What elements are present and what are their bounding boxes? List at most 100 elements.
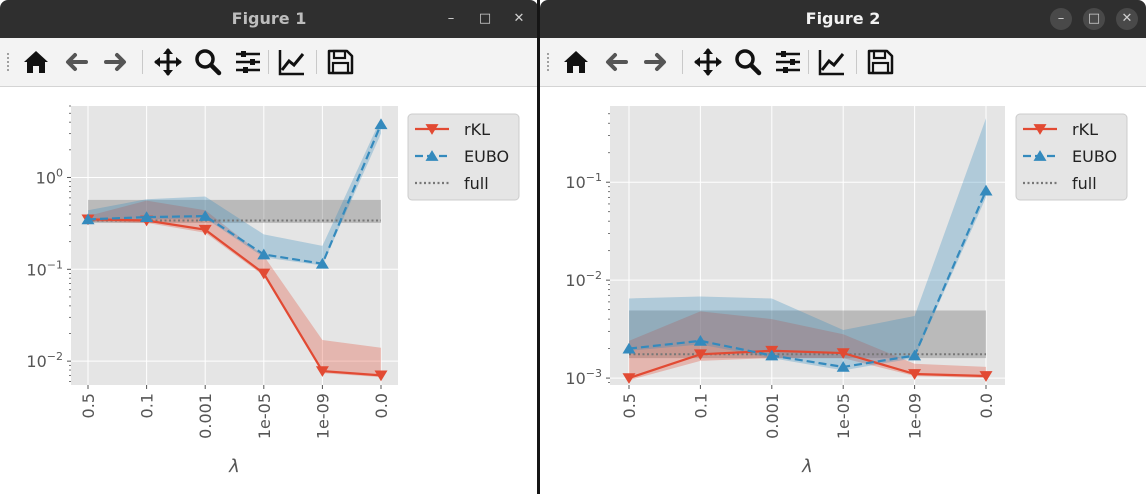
- eubo-marker: [836, 361, 850, 372]
- x-tick-label: 0.0: [372, 393, 391, 418]
- eubo-marker: [979, 184, 993, 196]
- figure-1-canvas[interactable]: 100 10−1 10−2 0.5 0.1 0.001 1e-05 1e-09 0.0 λ rKL E…: [0, 87, 538, 494]
- x-tick-label: 1e-09: [313, 393, 332, 439]
- zoom-icon: [195, 49, 222, 76]
- y-tick-label: 10−2: [565, 269, 602, 290]
- pan-icon: [154, 48, 182, 76]
- y-tick-label: 100: [36, 166, 63, 187]
- minimize-button[interactable]: –: [447, 11, 455, 26]
- maximize-button[interactable]: □: [1083, 8, 1105, 30]
- eubo-marker: [765, 349, 779, 361]
- legend-marker: [1033, 124, 1047, 135]
- edit-axes-icon: [818, 50, 845, 76]
- legend-label: full: [464, 174, 489, 193]
- eubo-marker: [908, 349, 922, 361]
- legend-label: rKL: [1072, 120, 1098, 139]
- edit-axes-icon: [278, 50, 305, 76]
- rkl-marker: [908, 369, 922, 380]
- eubo-line: [87, 123, 383, 265]
- legend-marker: [425, 124, 439, 135]
- y-tick-label: 10−1: [565, 171, 602, 192]
- zoom-button[interactable]: [732, 46, 764, 78]
- title-bar[interactable]: Figure 2 – □ ✕: [540, 0, 1146, 38]
- minimize-button[interactable]: –: [1050, 8, 1072, 30]
- toolbar-separator: [682, 50, 683, 74]
- home-button[interactable]: [20, 46, 52, 78]
- toolbar-separator: [142, 50, 143, 74]
- x-tick-label: 1e-05: [255, 393, 274, 439]
- x-tick-label: 0.5: [79, 393, 98, 418]
- forward-arrow-icon: [104, 53, 126, 71]
- x-tick-label: 0.001: [763, 393, 782, 439]
- eubo-marker: [81, 213, 95, 225]
- x-axis-label: λ: [228, 456, 240, 477]
- toolbar-grip[interactable]: [546, 52, 550, 72]
- save-button[interactable]: [324, 46, 356, 78]
- figure-2-canvas[interactable]: 10−1 10−2 10−3 0.5 0.1 0.001 1e-05 1e-09 0.0 λ rKL…: [540, 87, 1146, 494]
- eubo-marker: [693, 335, 707, 346]
- rkl-marker: [374, 370, 388, 382]
- pan-button[interactable]: [152, 46, 184, 78]
- x-tick-label: 1e-05: [834, 393, 853, 439]
- close-button[interactable]: ✕: [1116, 8, 1138, 30]
- toolbar-separator: [856, 50, 857, 74]
- legend-marker: [425, 150, 439, 161]
- back-arrow-button[interactable]: [60, 46, 92, 78]
- x-tick-label: 0.1: [691, 393, 710, 418]
- x-tick-label: 1e-09: [906, 393, 925, 439]
- x-tick-label: 0.5: [620, 393, 639, 418]
- zoom-button[interactable]: [192, 46, 224, 78]
- toolbar-separator: [808, 50, 809, 74]
- rkl-marker: [693, 349, 707, 361]
- legend-marker: [1033, 150, 1047, 161]
- maximize-button[interactable]: □: [478, 11, 492, 26]
- rkl-band: [88, 200, 381, 378]
- back-arrow-icon: [606, 53, 628, 71]
- eubo-marker: [315, 257, 329, 269]
- home-icon: [24, 51, 48, 73]
- eubo-marker: [198, 210, 212, 221]
- subplots-config-button[interactable]: [232, 46, 264, 78]
- legend-label: rKL: [464, 120, 490, 139]
- rkl-line: [87, 218, 382, 377]
- y-tick-label: 10−1: [26, 258, 63, 279]
- title-bar[interactable]: Figure 1 – □ ✕: [0, 0, 538, 38]
- x-tick-label: 0.001: [196, 393, 215, 439]
- plot-area: [610, 106, 1005, 385]
- edit-axes-button[interactable]: [276, 46, 308, 78]
- legend-box: [1015, 113, 1128, 201]
- home-icon: [564, 51, 588, 73]
- y-tick-label: 10−2: [26, 350, 63, 371]
- forward-arrow-button[interactable]: [100, 46, 132, 78]
- navigation-toolbar: [0, 38, 538, 87]
- eubo-marker: [622, 342, 636, 354]
- rkl-marker: [979, 371, 993, 382]
- forward-arrow-button[interactable]: [640, 46, 672, 78]
- toolbar-separator: [316, 50, 317, 74]
- window-title: Figure 2: [805, 9, 881, 28]
- close-button[interactable]: ✕: [513, 11, 525, 26]
- save-button[interactable]: [864, 46, 896, 78]
- toolbar-grip[interactable]: [6, 52, 10, 72]
- rkl-marker: [315, 366, 329, 377]
- subplots-config-button[interactable]: [772, 46, 804, 78]
- rkl-band: [629, 311, 986, 381]
- edit-axes-button[interactable]: [816, 46, 848, 78]
- pan-button[interactable]: [692, 46, 724, 78]
- rkl-marker: [198, 224, 212, 236]
- window-divider: [537, 0, 540, 494]
- zoom-icon: [735, 49, 762, 76]
- eubo-line: [628, 190, 988, 369]
- eubo-band: [88, 118, 381, 266]
- navigation-toolbar: [540, 38, 1146, 87]
- save-icon: [867, 49, 894, 75]
- figure-2-window: Figure 2 – □ ✕ 10−1 10−2 10−3 0.5 0.1 0.001 1e…: [540, 0, 1146, 494]
- legend-label: EUBO: [464, 147, 509, 166]
- x-tick-label: 0.0: [977, 393, 996, 418]
- eubo-marker: [374, 118, 388, 130]
- back-arrow-button[interactable]: [600, 46, 632, 78]
- home-button[interactable]: [560, 46, 592, 78]
- x-axis-label: λ: [801, 456, 813, 477]
- toolbar-separator: [268, 50, 269, 74]
- forward-arrow-icon: [644, 53, 666, 71]
